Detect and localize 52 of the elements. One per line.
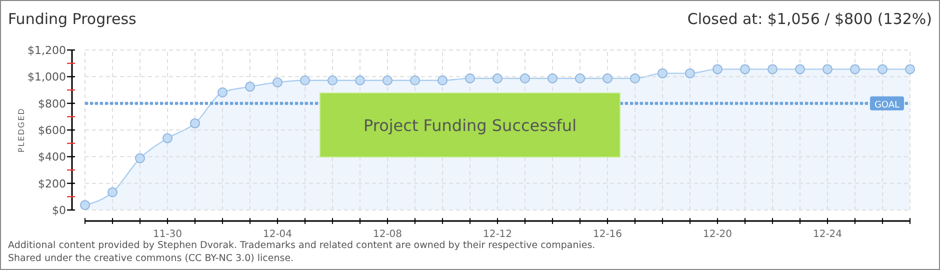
point — [355, 75, 365, 86]
annotation: Project Funding Successful — [363, 116, 577, 135]
point — [822, 64, 832, 74]
x-tick-label: 11-30 — [152, 229, 182, 240]
point — [630, 73, 640, 84]
chart-title: Funding Progress — [8, 10, 137, 28]
point — [245, 82, 255, 92]
point — [520, 73, 530, 84]
point — [768, 64, 778, 74]
ref-line-label: GOAL — [874, 100, 900, 110]
x-tick-label: 12-04 — [262, 229, 292, 240]
point — [548, 73, 558, 84]
x-tick-label: 12-24 — [812, 229, 842, 240]
point — [905, 64, 915, 74]
point — [272, 77, 282, 88]
text: Additional content provided by Stephen Dvorak. Trademarks and related content are owned by their respective companies. — [8, 240, 596, 251]
point — [850, 64, 860, 74]
point — [438, 75, 448, 86]
point — [300, 75, 310, 86]
y-tick-label: $600 — [38, 124, 66, 137]
y-tick-label: $1,200 — [28, 44, 66, 57]
point — [795, 64, 805, 74]
point — [162, 133, 172, 144]
point — [740, 64, 750, 74]
x-tick-label: 12-16 — [592, 229, 622, 240]
y-tick-label: $1,000 — [28, 70, 66, 84]
point — [712, 64, 722, 74]
point — [602, 73, 612, 84]
point — [80, 200, 90, 210]
y-tick-label: $200 — [38, 177, 66, 190]
x-tick-label: 12-20 — [702, 229, 732, 240]
point — [492, 73, 502, 84]
point — [218, 87, 228, 98]
point — [465, 73, 475, 84]
point — [685, 68, 695, 78]
point — [878, 64, 888, 74]
point — [410, 75, 420, 86]
x-tick-label: 12-08 — [372, 229, 402, 240]
chart-subtitle: Closed at: $1,056 / $800 (132%) — [687, 10, 932, 28]
point — [108, 187, 118, 198]
y-tick-label: $0 — [52, 204, 66, 217]
y-tick-label: $800 — [38, 97, 66, 110]
point — [382, 75, 392, 86]
point — [190, 118, 200, 128]
point — [135, 153, 145, 164]
y-axis-title: PLEDGED — [17, 108, 26, 152]
point — [328, 75, 338, 86]
text: Shared under the creative commons (CC BY-NC 3.0) license. — [8, 253, 294, 264]
x-tick-label: 12-12 — [482, 229, 512, 240]
y-tick-label: $400 — [38, 150, 66, 164]
point — [658, 68, 668, 78]
point — [575, 73, 585, 84]
